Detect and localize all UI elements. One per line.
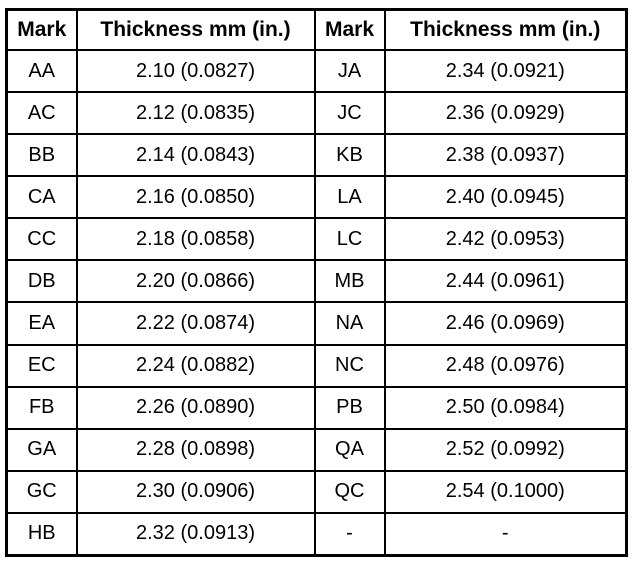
table-row: CC 2.18 (0.0858) LC 2.42 (0.0953) (5, 217, 628, 262)
mark-cell: QA (313, 427, 386, 472)
mark-cell: PB (313, 385, 386, 430)
mark-cell: AC (5, 91, 78, 136)
header-cell: Mark (5, 8, 78, 51)
mark-cell: CC (5, 217, 78, 262)
thickness-cell: 2.26 (0.0890) (75, 385, 316, 430)
mark-cell: QC (313, 469, 386, 514)
table-row: GA 2.28 (0.0898) QA 2.52 (0.0992) (5, 427, 628, 472)
thickness-cell: 2.46 (0.0969) (383, 301, 628, 346)
mark-cell: MB (313, 259, 386, 304)
mark-cell: JA (313, 48, 386, 94)
thickness-cell: 2.50 (0.0984) (383, 385, 628, 430)
header-cell: Mark (313, 8, 386, 51)
thickness-cell: 2.54 (0.1000) (383, 469, 628, 514)
mark-cell: BB (5, 133, 78, 178)
table-row: FB 2.26 (0.0890) PB 2.50 (0.0984) (5, 385, 628, 430)
mark-cell: EA (5, 301, 78, 346)
mark-cell: NA (313, 301, 386, 346)
mark-cell: HB (5, 511, 78, 557)
thickness-cell: 2.44 (0.0961) (383, 259, 628, 304)
mark-cell: GA (5, 427, 78, 472)
mark-cell: EC (5, 343, 78, 388)
mark-cell: LC (313, 217, 386, 262)
thickness-cell: 2.42 (0.0953) (383, 217, 628, 262)
thickness-cell: 2.16 (0.0850) (75, 175, 316, 220)
mark-cell: DB (5, 259, 78, 304)
thickness-cell: 2.22 (0.0874) (75, 301, 316, 346)
thickness-table: Mark Thickness mm (in.) Mark Thickness mm (… (5, 8, 628, 557)
mark-cell: CA (5, 175, 78, 220)
thickness-cell: - (383, 511, 628, 557)
thickness-cell: 2.28 (0.0898) (75, 427, 316, 472)
thickness-cell: 2.20 (0.0866) (75, 259, 316, 304)
mark-cell: KB (313, 133, 386, 178)
thickness-cell: 2.38 (0.0937) (383, 133, 628, 178)
table-row: CA 2.16 (0.0850) LA 2.40 (0.0945) (5, 175, 628, 220)
table-body: AA 2.10 (0.0827) JA 2.34 (0.0921) AC 2.12 (0.… (5, 48, 628, 557)
mark-cell: JC (313, 91, 386, 136)
table-row: EA 2.22 (0.0874) NA 2.46 (0.0969) (5, 301, 628, 346)
mark-cell: LA (313, 175, 386, 220)
table-row: GC 2.30 (0.0906) QC 2.54 (0.1000) (5, 469, 628, 514)
thickness-cell: 2.36 (0.0929) (383, 91, 628, 136)
table-row: AC 2.12 (0.0835) JC 2.36 (0.0929) (5, 91, 628, 136)
thickness-cell: 2.24 (0.0882) (75, 343, 316, 388)
header-cell: Thickness mm (in.) (383, 8, 628, 51)
mark-cell: NC (313, 343, 386, 388)
thickness-cell: 2.48 (0.0976) (383, 343, 628, 388)
table-row: AA 2.10 (0.0827) JA 2.34 (0.0921) (5, 48, 628, 94)
header-row: Mark Thickness mm (in.) Mark Thickness mm (… (5, 8, 628, 51)
thickness-cell: 2.52 (0.0992) (383, 427, 628, 472)
thickness-cell: 2.10 (0.0827) (75, 48, 316, 94)
thickness-cell: 2.30 (0.0906) (75, 469, 316, 514)
thickness-cell: 2.34 (0.0921) (383, 48, 628, 94)
mark-cell: - (313, 511, 386, 557)
table-row: HB 2.32 (0.0913) - - (5, 511, 628, 557)
header-cell: Thickness mm (in.) (75, 8, 316, 51)
thickness-cell: 2.40 (0.0945) (383, 175, 628, 220)
table-row: DB 2.20 (0.0866) MB 2.44 (0.0961) (5, 259, 628, 304)
thickness-cell: 2.18 (0.0858) (75, 217, 316, 262)
mark-cell: GC (5, 469, 78, 514)
thickness-cell: 2.14 (0.0843) (75, 133, 316, 178)
table-row: BB 2.14 (0.0843) KB 2.38 (0.0937) (5, 133, 628, 178)
table-row: EC 2.24 (0.0882) NC 2.48 (0.0976) (5, 343, 628, 388)
thickness-cell: 2.12 (0.0835) (75, 91, 316, 136)
mark-cell: FB (5, 385, 78, 430)
thickness-cell: 2.32 (0.0913) (75, 511, 316, 557)
mark-cell: AA (5, 48, 78, 94)
